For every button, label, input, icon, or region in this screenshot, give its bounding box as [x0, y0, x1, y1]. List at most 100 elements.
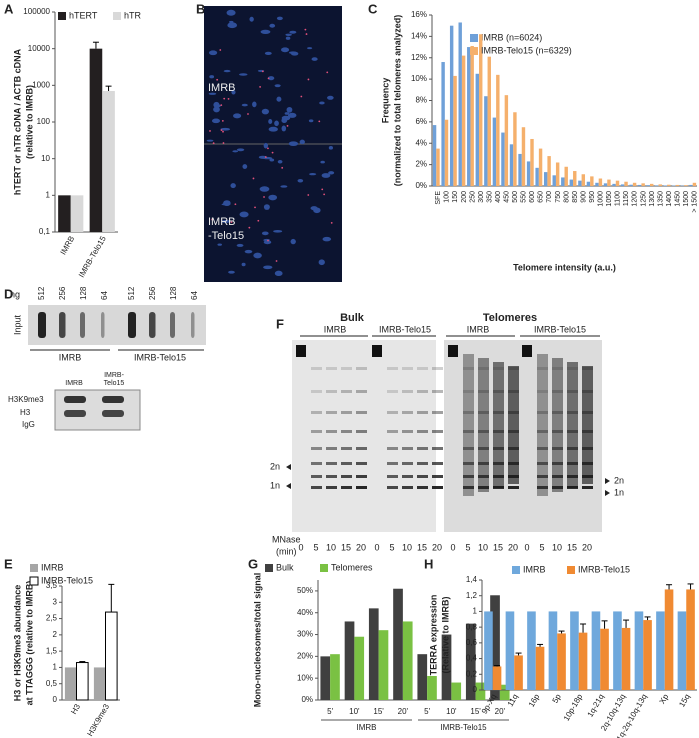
- chromosome: [321, 173, 331, 178]
- band: [567, 462, 578, 465]
- chromosome: [327, 95, 334, 100]
- legend-label: Bulk: [276, 562, 294, 572]
- y-tick-label: 1,5: [46, 646, 58, 655]
- chromosome: [230, 183, 236, 189]
- lane-label: 15: [341, 542, 351, 552]
- bar: [586, 181, 591, 186]
- band: [448, 345, 458, 357]
- y-axis-label: H3 or H3K9me3 abundance: [12, 585, 22, 702]
- band: [463, 430, 474, 433]
- bar: [513, 112, 517, 186]
- chromosome: [280, 185, 288, 188]
- band: [522, 345, 532, 357]
- band: [508, 367, 519, 370]
- bar: [89, 48, 103, 232]
- band: [508, 390, 519, 393]
- band: [537, 462, 548, 465]
- x-tick-label: 950: [589, 191, 596, 203]
- legend-label: IMRB-Telo15 (n=6329): [481, 45, 572, 55]
- chromosome: [236, 148, 245, 152]
- x-tick-label: 5p: [551, 692, 564, 705]
- bar: [475, 682, 486, 700]
- chromosome: [287, 112, 297, 118]
- bar: [70, 195, 84, 232]
- bar: [441, 62, 445, 186]
- band: [463, 367, 474, 370]
- lane-label: 20: [356, 542, 366, 552]
- bar: [555, 162, 560, 186]
- bar: [330, 654, 340, 700]
- smear: [463, 354, 474, 496]
- band: [417, 462, 428, 465]
- legend-label: IMRB: [523, 564, 546, 574]
- smear: [567, 362, 578, 488]
- x-tick-label: 1350: [657, 191, 664, 207]
- band: [432, 486, 443, 489]
- y-tick-label: 100: [37, 117, 51, 126]
- x-tick-label: 500: [512, 191, 519, 203]
- band: [537, 486, 548, 489]
- telomere-spot: [323, 193, 326, 196]
- x-tick-label: 650: [538, 191, 545, 203]
- y-tick-label: 0: [53, 695, 58, 704]
- x-tick-label: 100: [444, 191, 451, 203]
- band: [356, 367, 367, 370]
- bar: [600, 628, 609, 690]
- chromosome: [322, 236, 332, 242]
- chromosome: [309, 173, 317, 176]
- dot: [80, 312, 85, 338]
- legend-swatch: [567, 566, 575, 574]
- chromosome: [263, 238, 271, 242]
- chromosome: [268, 126, 278, 132]
- telomere-spot: [267, 147, 269, 150]
- band: [582, 475, 593, 478]
- dot: [191, 312, 195, 338]
- telomere-spot: [321, 188, 324, 191]
- chromosome: [220, 127, 231, 131]
- band: [326, 462, 337, 465]
- panel-letter: D: [4, 286, 13, 301]
- group-label: IMRB-Telo15: [379, 324, 431, 334]
- band: [432, 475, 443, 478]
- y-tick-label: 1000: [32, 80, 50, 89]
- bar: [504, 95, 509, 186]
- band: [463, 411, 474, 414]
- band: [582, 447, 593, 450]
- x-tick-label: 750: [555, 191, 562, 203]
- bar: [646, 185, 650, 186]
- gel-bands: [296, 345, 593, 496]
- chromosome: [263, 265, 273, 270]
- chromosome: [260, 29, 271, 35]
- x-tick-label: IMRB-Telo15: [77, 234, 108, 279]
- telomere-spot: [247, 113, 249, 115]
- bar: [521, 127, 526, 186]
- y-axis-label: Mono-nucleosomes/total signal: [252, 573, 262, 708]
- bar: [658, 184, 662, 186]
- y-tick-label: 12%: [411, 53, 427, 62]
- image-label: IMRB: [208, 216, 236, 228]
- smear: [508, 366, 519, 484]
- x-tick-label: 200: [461, 191, 468, 203]
- chromosome: [297, 179, 304, 183]
- band: [387, 430, 398, 433]
- legend-swatch: [113, 12, 121, 20]
- telomere-spot: [326, 71, 329, 74]
- lane-label: Telo15: [104, 380, 125, 387]
- chromosome: [239, 73, 248, 76]
- gel-title: Telomeres: [483, 312, 537, 324]
- lane-label: 15: [493, 542, 503, 552]
- band: [463, 462, 474, 465]
- x-tick-label: 1250: [640, 191, 647, 207]
- group-label: IMRB-Telo15: [134, 352, 186, 362]
- lane-label: 10: [402, 542, 412, 552]
- chromosome: [299, 139, 305, 145]
- band: [463, 447, 474, 450]
- band: [567, 475, 578, 478]
- telomere-spot: [305, 33, 308, 35]
- chromosome: [206, 139, 214, 142]
- band: [296, 345, 306, 357]
- x-tick-label: 800: [563, 191, 570, 203]
- chromosome: [209, 75, 215, 79]
- band: [432, 462, 443, 465]
- gel: [292, 340, 436, 532]
